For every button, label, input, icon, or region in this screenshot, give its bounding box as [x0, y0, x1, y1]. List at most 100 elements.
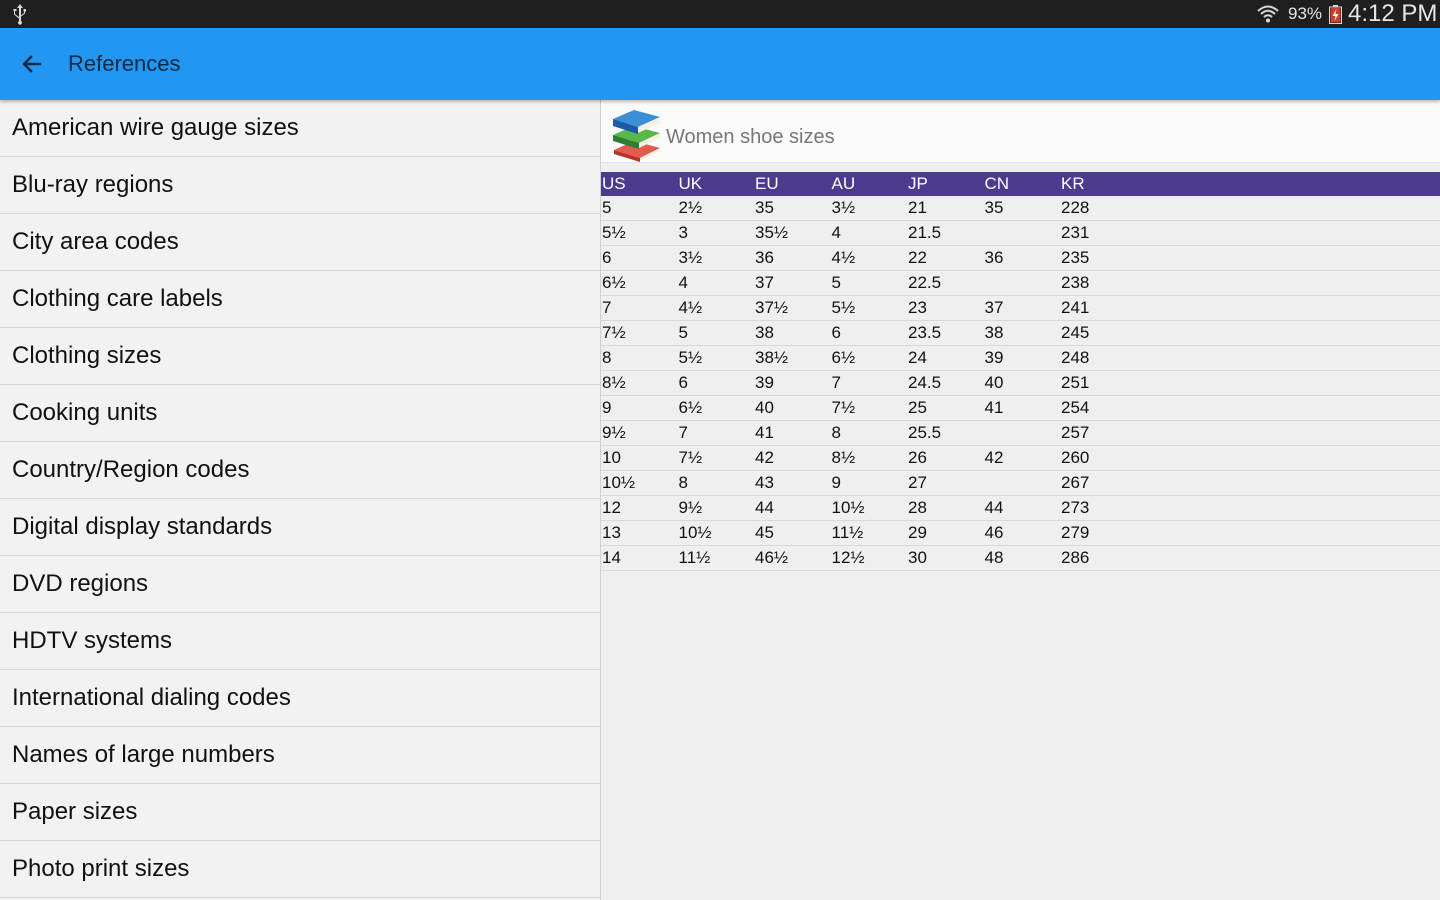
table-cell: 248 — [1060, 345, 1137, 371]
table-cell: 22.5 — [907, 270, 984, 296]
table-cell: 12½ — [830, 545, 907, 571]
table-cell: 46 — [983, 520, 1060, 546]
table-cell: 21 — [907, 196, 984, 221]
list-item-label: Digital display standards — [12, 513, 273, 540]
table-row: 10½ 8 43 9 27 267 — [601, 470, 1440, 496]
table-cell-spacer — [1136, 220, 1440, 246]
list-item-label: Names of large numbers — [12, 741, 275, 768]
column-header-eu: EU — [754, 172, 831, 196]
table-cell-spacer — [1136, 370, 1440, 396]
table-cell-spacer — [1136, 520, 1440, 546]
table-cell: 6 — [677, 370, 754, 396]
list-item-label: Cooking units — [12, 399, 158, 426]
table-cell-spacer — [1136, 345, 1440, 371]
list-item-label: American wire gauge sizes — [12, 114, 299, 141]
table-cell-spacer — [1136, 395, 1440, 421]
table-cell: 10½ — [677, 520, 754, 546]
table-cell: 39 — [983, 345, 1060, 371]
column-header-us: US — [601, 172, 678, 196]
table-cell: 2½ — [677, 196, 754, 221]
table-cell — [983, 420, 1060, 446]
column-header-uk: UK — [677, 172, 754, 196]
table-header-row: US UK EU AU JP CN KR — [601, 172, 1440, 196]
table-cell: 40 — [754, 395, 831, 421]
table-row: 8½ 6 39 7 24.5 40 251 — [601, 370, 1440, 396]
table-cell: 24.5 — [907, 370, 984, 396]
table-cell: 42 — [983, 445, 1060, 471]
column-header-kr: KR — [1060, 172, 1137, 196]
table-cell: 8½ — [830, 445, 907, 471]
table-cell: 12 — [601, 495, 678, 521]
table-cell: 37 — [754, 270, 831, 296]
list-item-country-region-codes[interactable]: Country/Region codes — [0, 442, 600, 499]
table-cell: 39 — [754, 370, 831, 396]
column-header-spacer — [1136, 172, 1440, 196]
table-cell: 40 — [983, 370, 1060, 396]
table-cell: 26 — [907, 445, 984, 471]
table-cell: 13 — [601, 520, 678, 546]
table-cell: 279 — [1060, 520, 1137, 546]
table-cell: 41 — [754, 420, 831, 446]
table-cell: 6 — [830, 320, 907, 346]
table-cell-spacer — [1136, 295, 1440, 321]
list-item-hdtv-systems[interactable]: HDTV systems — [0, 613, 600, 670]
table-cell: 46½ — [754, 545, 831, 571]
list-item-cooking-units[interactable]: Cooking units — [0, 385, 600, 442]
column-header-cn: CN — [983, 172, 1060, 196]
table-cell: 41 — [983, 395, 1060, 421]
list-item-international-dialing-codes[interactable]: International dialing codes — [0, 670, 600, 727]
table-cell: 35 — [754, 196, 831, 221]
table-cell-spacer — [1136, 196, 1440, 221]
table-cell: 11½ — [830, 520, 907, 546]
table-cell-spacer — [1136, 420, 1440, 446]
list-item-paper-sizes[interactable]: Paper sizes — [0, 784, 600, 841]
table-cell: 38½ — [754, 345, 831, 371]
table-cell: 25 — [907, 395, 984, 421]
detail-title: Women shoe sizes — [666, 126, 835, 148]
table-cell: 5½ — [601, 220, 678, 246]
table-cell: 3 — [677, 220, 754, 246]
table-cell: 35½ — [754, 220, 831, 246]
table-cell: 251 — [1060, 370, 1137, 396]
table-row: 7½ 5 38 6 23.5 38 245 — [601, 320, 1440, 346]
table-row: 6 3½ 36 4½ 22 36 235 — [601, 245, 1440, 271]
table-cell: 8 — [677, 470, 754, 496]
table-cell: 37½ — [754, 295, 831, 321]
list-item-blu-ray-regions[interactable]: Blu-ray regions — [0, 157, 600, 214]
list-item-names-of-large-numbers[interactable]: Names of large numbers — [0, 727, 600, 784]
table-cell: 30 — [907, 545, 984, 571]
list-item-clothing-care-labels[interactable]: Clothing care labels — [0, 271, 600, 328]
table-cell: 260 — [1060, 445, 1137, 471]
list-item-clothing-sizes[interactable]: Clothing sizes — [0, 328, 600, 385]
list-item-photo-print-sizes[interactable]: Photo print sizes — [0, 841, 600, 898]
battery-charging-icon — [1329, 5, 1342, 24]
table-cell: 38 — [983, 320, 1060, 346]
table-cell-spacer — [1136, 245, 1440, 271]
list-item-label: Blu-ray regions — [12, 171, 174, 198]
table-cell: 28 — [907, 495, 984, 521]
table-cell: 6½ — [830, 345, 907, 371]
table-cell: 245 — [1060, 320, 1137, 346]
table-cell: 4 — [830, 220, 907, 246]
list-item-dvd-regions[interactable]: DVD regions — [0, 556, 600, 613]
table-row: 6½ 4 37 5 22.5 238 — [601, 270, 1440, 296]
table-cell: 254 — [1060, 395, 1137, 421]
table-cell-spacer — [1136, 495, 1440, 521]
clock: 4:12 PM — [1348, 0, 1438, 27]
table-row: 9½ 7 41 8 25.5 257 — [601, 420, 1440, 446]
table-cell: 3½ — [677, 245, 754, 271]
table-cell: 6½ — [677, 395, 754, 421]
list-item-label: International dialing codes — [12, 684, 291, 711]
table-row: 8 5½ 38½ 6½ 24 39 248 — [601, 345, 1440, 371]
reference-list[interactable]: American wire gauge sizes Blu-ray region… — [0, 100, 601, 900]
wifi-icon — [1257, 5, 1279, 23]
usb-icon — [13, 4, 26, 25]
list-item-digital-display-standards[interactable]: Digital display standards — [0, 499, 600, 556]
list-item-american-wire-gauge-sizes[interactable]: American wire gauge sizes — [0, 100, 600, 157]
table-cell: 21.5 — [907, 220, 984, 246]
list-item-city-area-codes[interactable]: City area codes — [0, 214, 600, 271]
arrow-back-icon[interactable] — [18, 50, 46, 78]
table-cell — [983, 470, 1060, 496]
books-icon — [613, 110, 660, 162]
table-cell — [983, 270, 1060, 296]
